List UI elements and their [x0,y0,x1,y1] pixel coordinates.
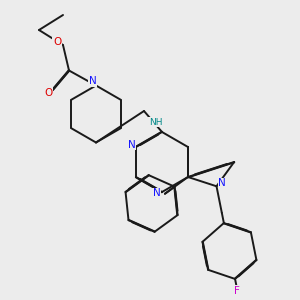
Text: N: N [128,140,135,150]
Text: N: N [88,76,96,86]
Text: O: O [44,88,52,98]
Text: N: N [218,178,226,188]
Text: O: O [53,37,61,47]
Text: F: F [235,286,240,296]
Text: N: N [153,188,160,199]
Text: NH: NH [149,118,162,127]
